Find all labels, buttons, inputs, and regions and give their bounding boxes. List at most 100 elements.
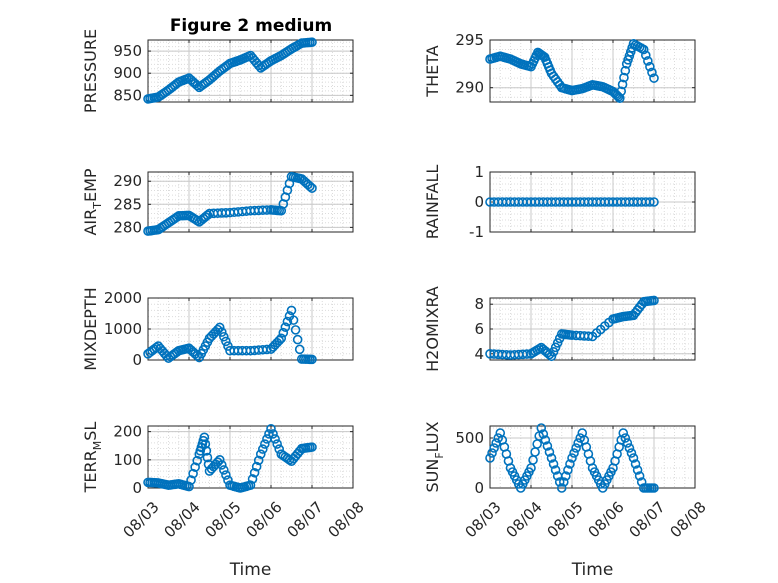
data-point — [253, 455, 264, 466]
subplot-h2omixra: 4 6 8 H2OMIXRA — [423, 286, 696, 372]
data-point — [554, 477, 565, 487]
data-point — [251, 461, 262, 472]
y-tick-label: 500 — [455, 429, 484, 447]
y-tick-label: 0 — [474, 479, 484, 497]
axis-label: AIRTEMP — [81, 168, 104, 235]
data-point — [221, 336, 231, 347]
data-point — [245, 480, 256, 490]
data-point — [532, 439, 542, 449]
data-point — [645, 197, 655, 207]
y-tick-label: 290 — [113, 172, 142, 190]
x-tick-label: 08/06 — [584, 498, 627, 541]
data-points — [485, 39, 659, 103]
data-point — [550, 465, 561, 475]
data-point — [536, 423, 547, 433]
data-point — [548, 459, 559, 469]
x-tick-label: 08/08 — [324, 498, 367, 541]
data-point — [294, 344, 305, 355]
data-point — [583, 331, 594, 341]
x-tick-label: 08/05 — [201, 498, 244, 541]
data-point — [645, 61, 655, 72]
data-point — [192, 455, 202, 466]
data-point — [221, 470, 231, 480]
x-tick-label: 08/07 — [625, 498, 668, 541]
data-point — [617, 79, 628, 90]
data-points — [485, 197, 659, 207]
data-point — [571, 443, 581, 453]
subplot-rainfall: -1 0 1 RAINFALL — [423, 163, 696, 241]
data-point — [565, 459, 575, 469]
data-point — [619, 72, 629, 83]
data-point — [186, 475, 196, 485]
data-points — [143, 37, 317, 104]
data-point — [638, 44, 649, 55]
y-tick-label: 285 — [113, 195, 142, 213]
data-point — [307, 442, 317, 452]
data-points — [143, 171, 317, 236]
axis-label: H2OMIXRA — [423, 286, 442, 372]
data-point — [184, 481, 194, 492]
data-point — [548, 347, 559, 357]
data-points — [485, 295, 659, 362]
data-point — [199, 432, 210, 443]
data-point — [522, 349, 532, 359]
y-tick-label: 1000 — [104, 320, 142, 338]
x-tick-label: 08/08 — [666, 498, 709, 541]
subplot-pressure: 850 900 950 PRESSURE — [81, 29, 354, 113]
x-tick-label: 08/04 — [160, 498, 203, 541]
data-point — [257, 444, 268, 454]
data-point — [214, 322, 225, 333]
data-point — [219, 331, 229, 342]
data-point — [546, 453, 557, 463]
y-tick-label: 290 — [455, 79, 484, 97]
axis-label: TERRMSL — [81, 422, 104, 494]
data-point — [307, 37, 317, 48]
axis-label: PRESSURE — [81, 29, 100, 113]
data-points — [143, 305, 317, 365]
data-point — [264, 429, 274, 439]
x-axis-label: Time — [229, 560, 272, 580]
data-point — [556, 483, 567, 493]
data-point — [202, 210, 213, 220]
x-tick-label: 08/04 — [502, 498, 545, 541]
data-point — [280, 322, 291, 332]
data-point — [255, 449, 266, 459]
y-tick-label: 950 — [113, 42, 142, 60]
y-tick-label: 6 — [474, 320, 484, 338]
x-axis-label: Time — [571, 560, 614, 580]
data-point — [274, 335, 285, 346]
data-point — [200, 439, 211, 449]
data-point — [649, 483, 659, 493]
y-tick-label: 900 — [113, 64, 142, 82]
data-point — [288, 315, 299, 325]
figure-title: Figure 2 medium — [170, 16, 332, 36]
x-tick-label: 08/03 — [119, 498, 162, 541]
data-point — [546, 351, 557, 362]
y-tick-label: 295 — [455, 31, 484, 49]
data-point — [622, 438, 633, 448]
y-tick-label: 0 — [132, 479, 142, 497]
data-point — [616, 86, 627, 97]
data-point — [268, 429, 278, 439]
axis-label: MIXDEPTH — [81, 287, 100, 370]
data-point — [542, 441, 553, 451]
data-point — [567, 453, 577, 463]
data-point — [640, 50, 651, 61]
data-point — [270, 434, 280, 444]
data-point — [528, 455, 538, 465]
data-point — [624, 443, 635, 453]
data-point — [649, 197, 659, 207]
data-point — [530, 447, 540, 457]
data-point — [618, 428, 629, 438]
data-point — [214, 455, 225, 465]
axis-label: THETA — [423, 45, 442, 97]
axes-box — [147, 171, 354, 233]
data-point — [561, 471, 571, 481]
axes-box — [147, 39, 354, 103]
data-point — [307, 354, 317, 365]
data-points — [485, 423, 659, 493]
data-point — [260, 439, 270, 449]
subplot-theta: 290 295 THETA — [423, 31, 696, 103]
data-point — [615, 93, 625, 103]
data-point — [249, 467, 260, 478]
